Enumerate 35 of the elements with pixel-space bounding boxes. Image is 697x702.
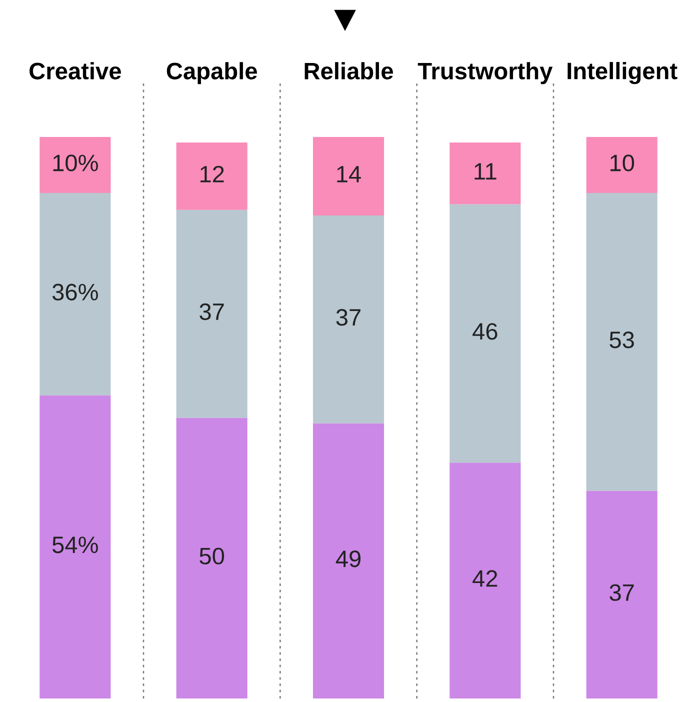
bar (312, 216, 384, 424)
data-label: 50 (200, 548, 224, 564)
data-label: 37 (200, 303, 224, 320)
data-label: 11 (474, 163, 496, 180)
bar (586, 136, 658, 194)
x-tick-label: Creative (30, 62, 121, 80)
bar (450, 204, 521, 463)
bar (312, 423, 384, 698)
bar (40, 136, 111, 194)
bar (312, 136, 384, 216)
data-label: 54% (52, 536, 98, 554)
bar (450, 462, 521, 698)
bar (40, 193, 111, 396)
data-label: 37 (336, 309, 360, 326)
data-label: 36% (52, 284, 98, 300)
data-label: 10 (610, 154, 634, 172)
data-label: 12 (200, 166, 224, 182)
data-label: 10% (53, 154, 98, 172)
x-tick-label: Capable (166, 62, 257, 84)
bar (40, 395, 111, 698)
data-label: 49 (336, 550, 361, 568)
bar (176, 142, 248, 210)
data-label: 37 (610, 584, 634, 601)
data-label: 14 (337, 166, 361, 182)
x-tick-label: Intelligent (568, 62, 678, 84)
x-tick-label: Trustworthy (418, 62, 553, 84)
bar (176, 210, 248, 418)
data-label: 46 (472, 323, 498, 340)
bar (586, 490, 658, 698)
data-label: 42 (472, 570, 498, 587)
bar (450, 142, 521, 204)
x-tick-label: Reliable (304, 62, 393, 80)
bar (586, 193, 658, 491)
data-label: 53 (610, 331, 634, 348)
bar (176, 418, 248, 698)
